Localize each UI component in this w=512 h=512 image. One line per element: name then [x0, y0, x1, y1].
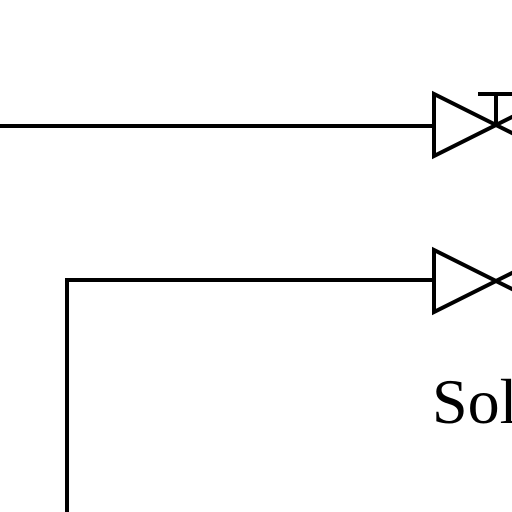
- lower-valve-left-triangle: [432, 246, 501, 316]
- lower-valve-symbol: [432, 246, 512, 316]
- lower-pipe-line: [65, 278, 434, 512]
- upper-valve-symbol: [432, 90, 512, 160]
- upper-valve-right-triangle: [491, 114, 512, 136]
- lower-valve-right-triangle: [491, 270, 512, 292]
- upper-valve-left-triangle: [432, 90, 501, 160]
- diagram-label: Sol: [432, 366, 512, 437]
